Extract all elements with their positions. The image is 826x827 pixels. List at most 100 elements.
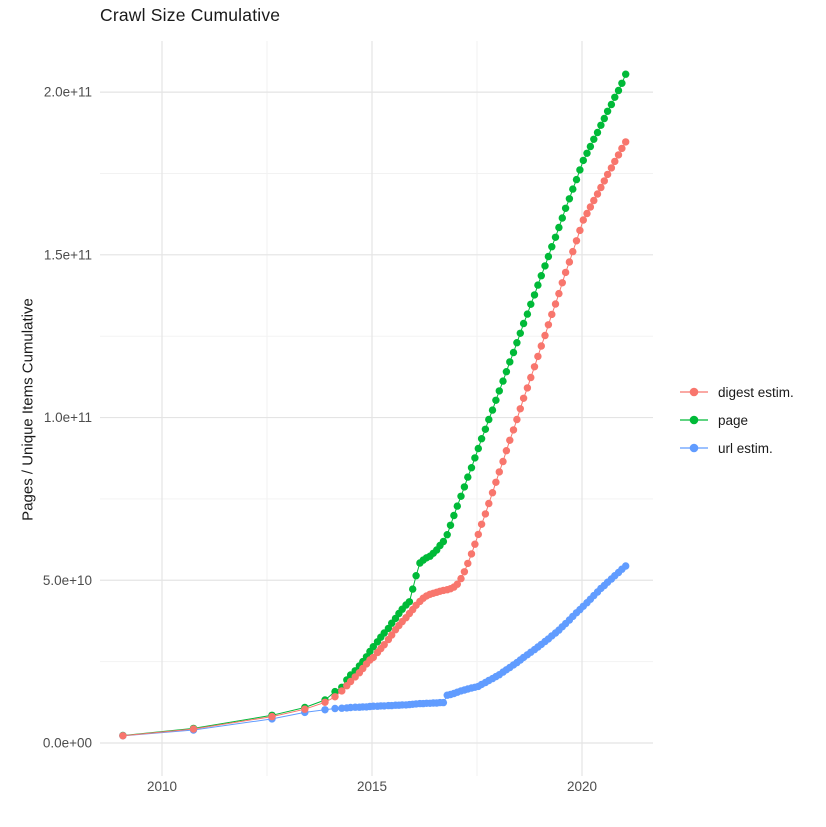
data-point-digest-estim- <box>268 712 276 721</box>
y-tick-label: 0.0e+00 <box>43 736 92 751</box>
legend-key-dot <box>689 415 699 425</box>
data-point-page <box>541 262 549 270</box>
data-point-digest-estim- <box>492 478 500 486</box>
data-point-digest-estim- <box>516 405 524 413</box>
data-point-page <box>412 572 420 580</box>
data-point-digest-estim- <box>569 247 577 256</box>
data-point-page <box>561 204 570 212</box>
data-point-page <box>477 435 486 443</box>
data-point-digest-estim- <box>597 183 605 192</box>
data-point-digest-estim- <box>576 226 584 235</box>
data-point-url-estim- <box>331 704 339 713</box>
y-tick-label: 1.0e+11 <box>44 410 92 425</box>
data-point-digest-estim- <box>331 693 339 701</box>
y-tick-label: 5.0e+10 <box>43 573 92 588</box>
data-point-digest-estim- <box>488 489 497 497</box>
data-point-page <box>579 156 587 165</box>
data-point-digest-estim- <box>301 705 309 713</box>
data-point-page <box>467 464 476 472</box>
data-point-digest-estim- <box>338 687 346 695</box>
data-point-digest-estim- <box>611 157 619 166</box>
data-point-page <box>583 149 591 157</box>
data-point-digest-estim- <box>603 170 612 179</box>
data-point-digest-estim- <box>506 436 514 444</box>
data-point-digest-estim- <box>471 540 479 548</box>
data-point-page <box>443 531 451 539</box>
legend-label: url estim. <box>718 440 773 456</box>
data-point-digest-estim- <box>474 530 482 539</box>
data-point-digest-estim- <box>189 725 198 733</box>
data-point-digest-estim- <box>600 177 608 185</box>
legend-label: digest estim. <box>718 384 794 400</box>
data-point-page <box>614 86 623 95</box>
data-point-page <box>544 252 553 261</box>
y-tick-label: 1.5e+11 <box>44 247 92 262</box>
data-point-page <box>519 319 528 328</box>
legend-item-page: page <box>679 406 794 434</box>
data-point-digest-estim- <box>513 415 521 424</box>
data-point-digest-estim- <box>534 352 542 361</box>
data-point-page <box>622 70 630 78</box>
data-point-digest-estim- <box>119 732 127 740</box>
data-point-digest-estim- <box>321 698 329 706</box>
data-point-page <box>439 537 448 546</box>
data-point-digest-estim- <box>537 342 545 350</box>
data-point-page <box>565 195 574 203</box>
legend-key-icon <box>680 415 708 425</box>
data-point-page <box>446 521 455 529</box>
data-point-page <box>558 214 566 222</box>
data-point-digest-estim- <box>380 641 388 649</box>
data-point-page <box>460 483 469 491</box>
data-point-digest-estim- <box>590 196 598 205</box>
data-point-digest-estim- <box>618 144 626 153</box>
data-point-digest-estim- <box>530 363 539 371</box>
legend-key-icon <box>680 443 708 453</box>
data-point-digest-estim- <box>551 300 560 308</box>
data-point-page <box>555 223 563 232</box>
legend-key-icon <box>680 387 708 397</box>
data-point-digest-estim- <box>495 468 503 476</box>
data-point-page <box>331 687 339 696</box>
data-point-digest-estim- <box>346 677 355 686</box>
legend-key-dot <box>689 443 699 453</box>
data-point-page <box>537 272 545 280</box>
data-point-digest-estim- <box>519 394 528 402</box>
data-point-digest-estim- <box>541 331 549 340</box>
data-point-digest-estim- <box>558 279 566 287</box>
data-point-page <box>576 166 584 174</box>
data-point-digest-estim- <box>565 258 574 266</box>
data-point-page <box>523 310 532 318</box>
data-point-digest-estim- <box>464 559 472 568</box>
data-point-digest-estim- <box>388 631 396 639</box>
legend: digest estim. page url estim. <box>679 378 794 462</box>
data-point-digest-estim- <box>457 574 465 583</box>
data-point-page <box>481 425 490 433</box>
data-point-url-estim- <box>321 706 329 714</box>
data-point-digest-estim- <box>502 447 511 455</box>
data-point-digest-estim- <box>369 653 377 662</box>
legend-item-digest-estim-: digest estim. <box>679 378 794 406</box>
data-point-digest-estim- <box>572 237 581 245</box>
data-point-digest-estim- <box>579 216 587 224</box>
data-point-page <box>534 281 542 289</box>
data-point-page <box>611 93 619 102</box>
data-point-digest-estim- <box>527 373 535 382</box>
data-point-digest-estim- <box>485 499 493 508</box>
data-point-page <box>597 121 605 129</box>
data-point-page <box>502 368 511 376</box>
data-point-page <box>474 444 482 453</box>
data-point-page <box>600 114 608 123</box>
x-tick-label: 2010 <box>147 779 177 794</box>
data-point-digest-estim- <box>467 550 476 558</box>
data-point-digest-estim- <box>607 164 616 172</box>
data-point-digest-estim- <box>509 426 518 434</box>
data-point-page <box>618 79 626 88</box>
data-point-page <box>572 175 581 184</box>
data-point-digest-estim- <box>593 190 602 198</box>
x-tick-label: 2015 <box>357 779 387 794</box>
data-point-page <box>506 358 514 366</box>
data-point-page <box>513 339 521 347</box>
data-point-digest-estim- <box>561 268 570 277</box>
data-point-digest-estim- <box>477 520 486 528</box>
